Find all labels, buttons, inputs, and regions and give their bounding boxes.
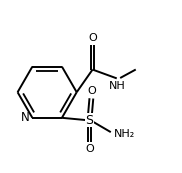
Text: N: N xyxy=(21,111,30,124)
Text: O: O xyxy=(85,144,94,154)
Text: S: S xyxy=(86,114,94,127)
Text: NH: NH xyxy=(109,81,126,91)
Text: NH₂: NH₂ xyxy=(114,129,135,139)
Text: O: O xyxy=(87,86,96,97)
Text: O: O xyxy=(88,33,97,43)
